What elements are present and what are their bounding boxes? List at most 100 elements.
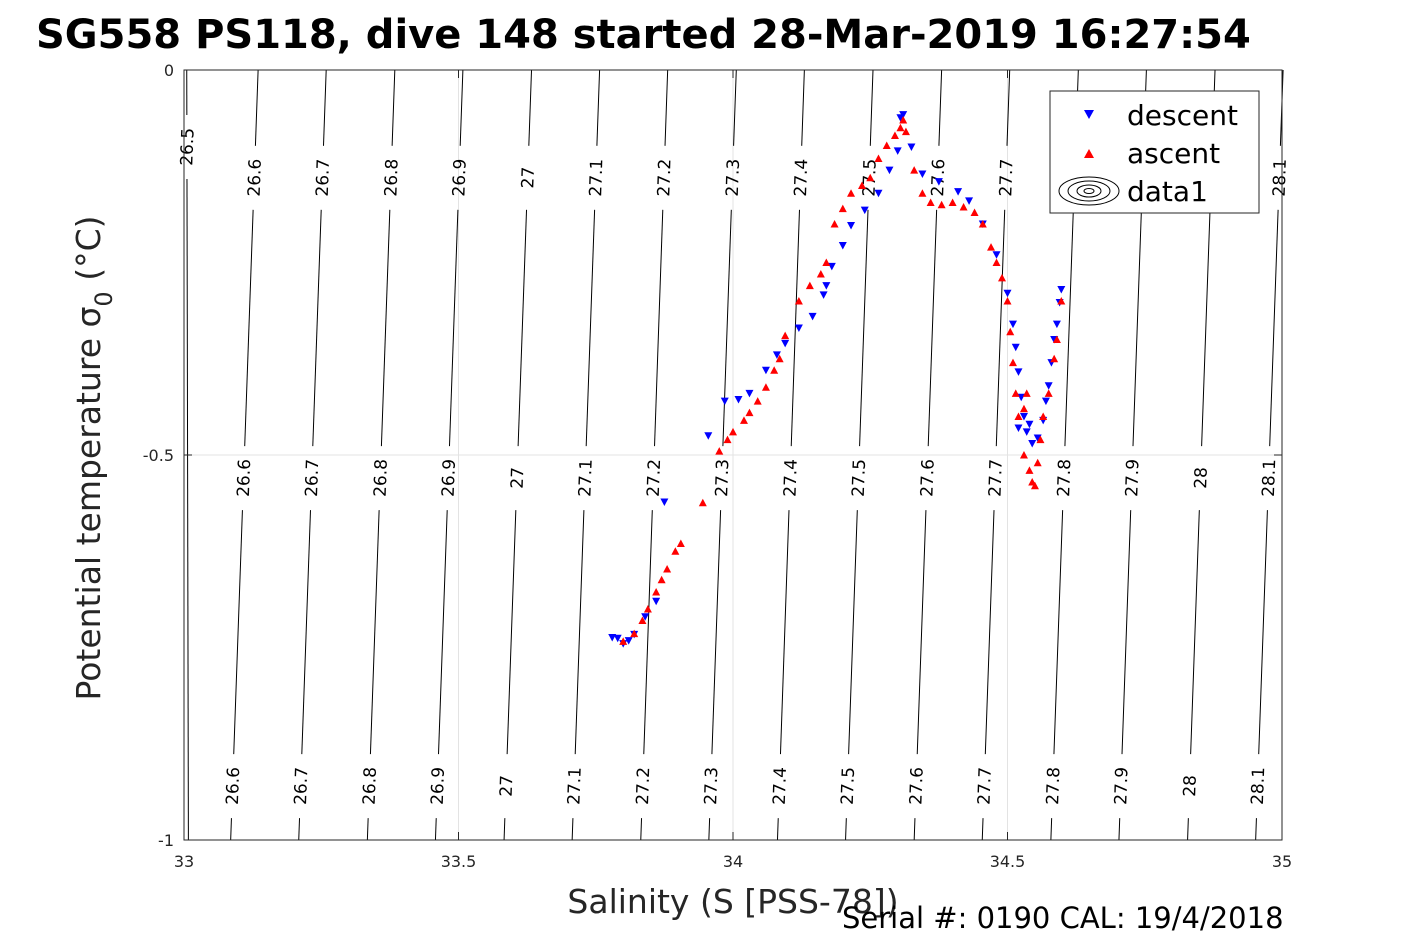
ascent-point xyxy=(992,258,1001,266)
density-contour-label: 27.6 xyxy=(917,459,938,498)
svg-text:Potential temperature σ0 (°C): Potential temperature σ0 (°C) xyxy=(69,216,118,701)
ascent-point xyxy=(781,331,790,340)
density-contour-label: 27.2 xyxy=(633,767,654,806)
density-contour-label: 27.9 xyxy=(1122,459,1143,498)
y-axis-label-unit: (°C) xyxy=(69,216,108,292)
density-contour-label: 28 xyxy=(1180,775,1201,797)
ascent-point xyxy=(987,243,996,251)
descent-point xyxy=(720,397,729,406)
density-contour-label: 27.4 xyxy=(780,459,801,498)
density-contour-line xyxy=(254,69,259,146)
density-contour-line xyxy=(801,69,805,146)
ascent-point xyxy=(910,166,919,174)
descent-point xyxy=(819,291,828,299)
density-contour-label: 26.7 xyxy=(291,767,312,806)
ascent-point xyxy=(643,605,652,613)
density-contour-label: 27.4 xyxy=(791,158,812,197)
density-contour-label: 28.1 xyxy=(1259,459,1280,498)
descent-point xyxy=(641,613,650,621)
density-contour-line xyxy=(722,209,732,447)
density-contour-line xyxy=(848,510,858,755)
ascent-point xyxy=(948,198,957,206)
density-contour-line xyxy=(301,510,312,755)
y-axis-label-sigma: σ xyxy=(69,307,108,328)
ascent-point xyxy=(918,189,927,197)
density-contour-line xyxy=(1269,209,1279,447)
ascent-point xyxy=(619,637,628,645)
density-contour-line xyxy=(1053,510,1064,755)
descent-point xyxy=(1017,393,1026,402)
descent-point xyxy=(847,222,856,230)
density-contour-line xyxy=(585,209,596,447)
density-contour-line xyxy=(779,510,790,755)
y-axis-label-main: Potential temperature xyxy=(69,328,108,701)
ascent-point xyxy=(630,629,639,638)
density-contour-line xyxy=(859,209,869,447)
density-contour-line xyxy=(845,818,847,841)
density-contour-label: 27.4 xyxy=(770,767,791,806)
y-axis-label-sub: 0 xyxy=(90,291,118,306)
density-contour-label: 26.9 xyxy=(449,158,470,197)
descent-point xyxy=(624,637,633,645)
density-contour-line xyxy=(244,209,254,447)
density-contour-line xyxy=(448,209,459,447)
density-contour-line xyxy=(438,510,448,755)
descent-point xyxy=(965,197,974,205)
density-contour-label: 27.7 xyxy=(996,158,1017,197)
density-contour-line xyxy=(434,818,437,841)
density-contour-line xyxy=(927,209,938,447)
density-contour-label: 27.7 xyxy=(985,459,1006,498)
descent-point xyxy=(1019,413,1028,421)
descent-point xyxy=(822,282,831,290)
density-contour-line xyxy=(708,818,711,841)
legend-ascent-label: ascent xyxy=(1127,137,1220,170)
ascent-point xyxy=(1057,297,1066,305)
density-contour-label: 26.6 xyxy=(245,158,266,197)
density-contours: 26.5 26.6 26.6 26.6 26.7 26.7 26.7 26.8 26.8 26.8… xyxy=(177,69,1291,841)
descent-point xyxy=(761,366,770,375)
descent-point xyxy=(794,324,803,332)
ascent-point xyxy=(998,273,1007,282)
ascent-point xyxy=(1022,389,1031,397)
ascent-point xyxy=(816,270,825,278)
density-contour-label: 27 xyxy=(518,166,539,188)
density-contour-line xyxy=(664,69,669,146)
density-contour-line xyxy=(711,510,722,755)
density-contour-line xyxy=(1187,818,1189,841)
x-tick-label: 33.5 xyxy=(441,852,477,871)
density-contour-label: 27.8 xyxy=(1043,767,1064,806)
density-contour-label: 27.2 xyxy=(654,158,675,197)
legend-descent-label: descent xyxy=(1127,99,1238,132)
axis-ticks: 33 33.5 34 34.5 35 0 -0.5 -1 xyxy=(143,61,1292,871)
density-contour-label: 27.1 xyxy=(586,158,607,197)
ascent-point xyxy=(1044,389,1053,397)
descent-point xyxy=(838,242,847,250)
density-contour-label: 27 xyxy=(508,467,529,489)
y-tick-label: -1 xyxy=(158,831,174,850)
density-contour-label: 26.8 xyxy=(371,459,392,498)
descent-point xyxy=(772,351,781,359)
legend-descent-marker xyxy=(1084,110,1094,119)
density-contour-label: 27.6 xyxy=(928,158,949,197)
density-contour-line xyxy=(380,209,391,447)
density-contour-line xyxy=(1006,69,1011,146)
density-contour-line xyxy=(1050,818,1053,841)
ascent-point xyxy=(838,204,847,213)
descent-point xyxy=(1011,343,1020,352)
density-contour-line xyxy=(1255,818,1257,841)
descent-point xyxy=(613,634,622,643)
density-contour-line xyxy=(366,818,369,841)
density-contour-label: 26.9 xyxy=(428,767,449,806)
density-contour-line xyxy=(233,510,243,755)
descent-point xyxy=(899,111,908,119)
density-contour-line xyxy=(640,818,643,841)
ascent-point xyxy=(901,127,910,136)
density-contour-line xyxy=(298,818,301,841)
ascent-point xyxy=(770,366,779,374)
density-contour-label: 27.6 xyxy=(906,767,927,806)
density-contour-line xyxy=(1190,510,1200,755)
density-contour-line xyxy=(654,209,664,447)
descent-point xyxy=(608,633,617,642)
density-contour-label: 27.3 xyxy=(701,767,722,806)
density-contour-line xyxy=(995,209,1006,447)
